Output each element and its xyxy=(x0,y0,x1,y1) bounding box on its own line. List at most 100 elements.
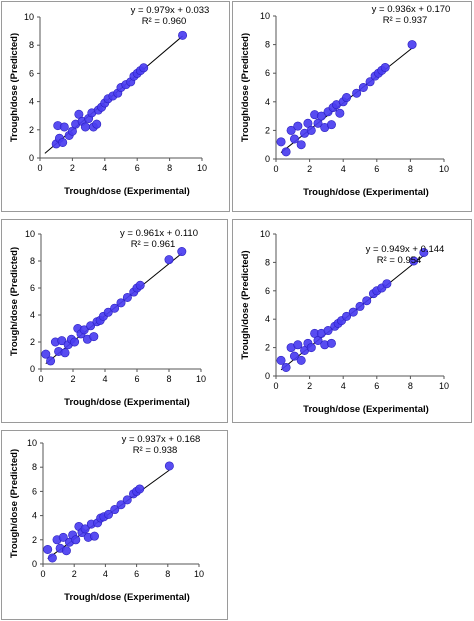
x-tick-label: 4 xyxy=(102,374,107,384)
chart-panel-1: 0 2 4 6 8 10 0 2 4 6 8 10 Trough/dose (Experimental)… xyxy=(1,1,230,212)
data-point xyxy=(80,524,90,534)
scatter-plot: 0 2 4 6 8 10 0 2 4 6 8 10 Trough/dose (Experimental)… xyxy=(9,434,204,603)
data-point xyxy=(57,336,67,346)
data-point xyxy=(362,296,372,306)
chart-panel-3: 0 2 4 6 8 10 0 2 4 6 8 10 Trough/dose (Experimental)… xyxy=(1,219,228,423)
y-tick-label: 4 xyxy=(32,511,37,521)
data-point xyxy=(110,505,120,515)
x-tick-label: 8 xyxy=(166,374,171,384)
y-tick-label: 10 xyxy=(24,12,34,22)
data-point xyxy=(80,122,90,132)
data-point xyxy=(306,125,316,135)
y-axis-label: Trough/dose (Predicted) xyxy=(9,33,20,142)
data-point xyxy=(60,348,70,358)
data-point xyxy=(276,137,286,147)
data-point xyxy=(164,461,174,471)
regression-equation: y = 0.936x + 0.170 xyxy=(372,4,451,15)
x-tick-label: 2 xyxy=(72,569,77,579)
regression-equation: y = 0.979x + 0.033 xyxy=(131,5,210,16)
data-point xyxy=(43,544,53,554)
x-tick-label: 10 xyxy=(197,163,207,173)
y-tick-label: 0 xyxy=(265,154,270,164)
y-tick-label: 2 xyxy=(265,343,270,353)
x-tick-label: 2 xyxy=(307,164,312,174)
x-tick-label: 10 xyxy=(439,164,449,174)
data-point xyxy=(342,311,352,321)
x-tick-label: 2 xyxy=(70,374,75,384)
data-point xyxy=(326,120,336,130)
y-tick-label: 8 xyxy=(30,256,35,266)
regression-equation: y = 0.961x + 0.110 xyxy=(120,228,198,239)
data-point xyxy=(380,62,390,72)
data-point xyxy=(289,351,299,361)
r-squared-label: R² = 0.954 xyxy=(377,255,422,266)
data-point xyxy=(326,338,336,348)
x-tick-label: 8 xyxy=(165,569,170,579)
data-point xyxy=(59,122,69,132)
chart-panel-4: 0 2 4 6 8 10 0 2 4 6 8 10 Trough/dose (Experimental)… xyxy=(232,219,472,423)
x-tick-label: 0 xyxy=(273,381,278,391)
regression-equation: y = 0.937x + 0.168 xyxy=(122,434,201,445)
data-point xyxy=(335,108,345,118)
data-point xyxy=(122,495,132,505)
x-axis-label: Trough/dose (Experimental) xyxy=(303,187,429,198)
y-tick-label: 8 xyxy=(29,40,34,50)
y-axis-label: Trough/dose (Predicted) xyxy=(9,247,20,356)
r-squared-label: R² = 0.938 xyxy=(133,445,178,456)
x-axis-label: Trough/dose (Experimental) xyxy=(303,404,429,415)
data-point xyxy=(365,77,375,87)
y-tick-label: 8 xyxy=(265,257,270,267)
data-point xyxy=(358,83,368,93)
y-tick-label: 2 xyxy=(32,535,37,545)
data-point xyxy=(342,93,352,103)
data-point xyxy=(58,137,68,147)
data-point xyxy=(323,326,333,336)
data-point xyxy=(289,134,299,144)
y-tick-label: 0 xyxy=(29,153,34,163)
y-tick-label: 0 xyxy=(32,559,37,569)
x-tick-label: 0 xyxy=(273,164,278,174)
chart-panel-2: 0 2 4 6 8 10 0 2 4 6 8 10 Trough/dose (Experimental)… xyxy=(232,1,472,212)
y-axis-label: Trough/dose (Predicted) xyxy=(9,449,20,558)
x-tick-label: 4 xyxy=(341,164,346,174)
data-point xyxy=(407,40,417,50)
x-tick-label: 6 xyxy=(135,163,140,173)
data-point xyxy=(71,535,81,545)
data-point xyxy=(293,121,303,131)
y-tick-label: 0 xyxy=(265,371,270,381)
y-tick-label: 10 xyxy=(25,229,35,239)
x-tick-label: 6 xyxy=(374,381,379,391)
x-tick-label: 6 xyxy=(374,164,379,174)
data-point xyxy=(352,88,362,98)
data-point xyxy=(281,362,291,372)
scatter-plot: 0 2 4 6 8 10 0 2 4 6 8 10 Trough/dose (Experimental)… xyxy=(9,5,210,197)
r-squared-label: R² = 0.961 xyxy=(131,239,176,250)
data-point xyxy=(104,509,114,519)
x-tick-label: 10 xyxy=(439,381,449,391)
x-tick-label: 0 xyxy=(37,163,42,173)
y-tick-label: 4 xyxy=(30,310,35,320)
x-tick-label: 10 xyxy=(194,569,204,579)
data-point xyxy=(382,279,392,289)
y-tick-label: 6 xyxy=(265,68,270,78)
data-point xyxy=(86,321,96,331)
y-axis-label: Trough/dose (Predicted) xyxy=(240,33,251,142)
data-point xyxy=(164,255,174,265)
y-tick-label: 4 xyxy=(265,314,270,324)
y-tick-label: 4 xyxy=(29,97,34,107)
chart-panel-5: 0 2 4 6 8 10 0 2 4 6 8 10 Trough/dose (Experimental)… xyxy=(1,430,228,620)
y-tick-label: 6 xyxy=(32,486,37,496)
scatter-plot: 0 2 4 6 8 10 0 2 4 6 8 10 Trough/dose (Experimental)… xyxy=(240,4,451,198)
x-tick-label: 6 xyxy=(134,374,139,384)
scatter-plot: 0 2 4 6 8 10 0 2 4 6 8 10 Trough/dose (Experimental)… xyxy=(9,228,206,408)
y-tick-label: 8 xyxy=(265,40,270,50)
y-tick-label: 10 xyxy=(27,438,37,448)
y-tick-label: 10 xyxy=(260,229,270,239)
data-point xyxy=(177,247,187,257)
data-point xyxy=(116,500,126,510)
data-point xyxy=(306,343,316,353)
y-tick-label: 6 xyxy=(30,283,35,293)
r-squared-label: R² = 0.937 xyxy=(383,15,428,26)
x-tick-label: 8 xyxy=(167,163,172,173)
x-tick-label: 4 xyxy=(102,163,107,173)
